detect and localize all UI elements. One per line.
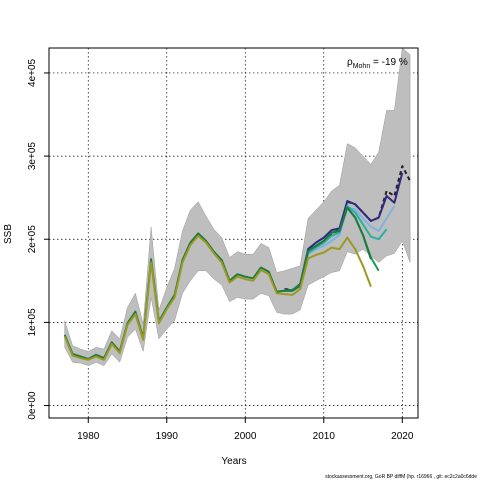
x-tick-label: 2010	[313, 431, 336, 442]
series-line-7	[63, 234, 372, 361]
y-tick-label: 4e+05	[27, 58, 38, 87]
confidence-band	[64, 47, 411, 366]
x-tick-label: 1980	[77, 431, 100, 442]
series-line-6	[63, 206, 372, 360]
y-axis-title: SSB	[3, 224, 14, 244]
y-axis: 0e+00 1e+05 2e+05 3e+05 4e+05	[27, 58, 49, 420]
y-tick-label: 3e+05	[27, 142, 38, 171]
series-line-1	[284, 165, 411, 291]
rho-value: = -19 %	[370, 57, 408, 68]
x-axis-title: Years	[221, 456, 246, 467]
y-tick-label: 1e+05	[27, 308, 38, 337]
mohn-rho-annotation: ρMohn = -19 %	[347, 57, 408, 70]
rho-symbol: ρ	[347, 57, 353, 68]
plot-frame	[48, 47, 419, 419]
x-tick-label: 1990	[156, 431, 179, 442]
y-tick-label: 2e+05	[27, 225, 38, 254]
x-tick-label: 2000	[234, 431, 257, 442]
y-tick-label: 0e+00	[27, 391, 38, 420]
footer-note: stockassessment.org, GoR BP diffM (hp. r…	[325, 474, 477, 480]
rho-subscript: Mohn	[353, 63, 371, 70]
series-layer	[63, 165, 411, 361]
x-axis: 1980 1990 2000 2010 2020	[77, 418, 414, 442]
x-tick-label: 2020	[391, 431, 414, 442]
